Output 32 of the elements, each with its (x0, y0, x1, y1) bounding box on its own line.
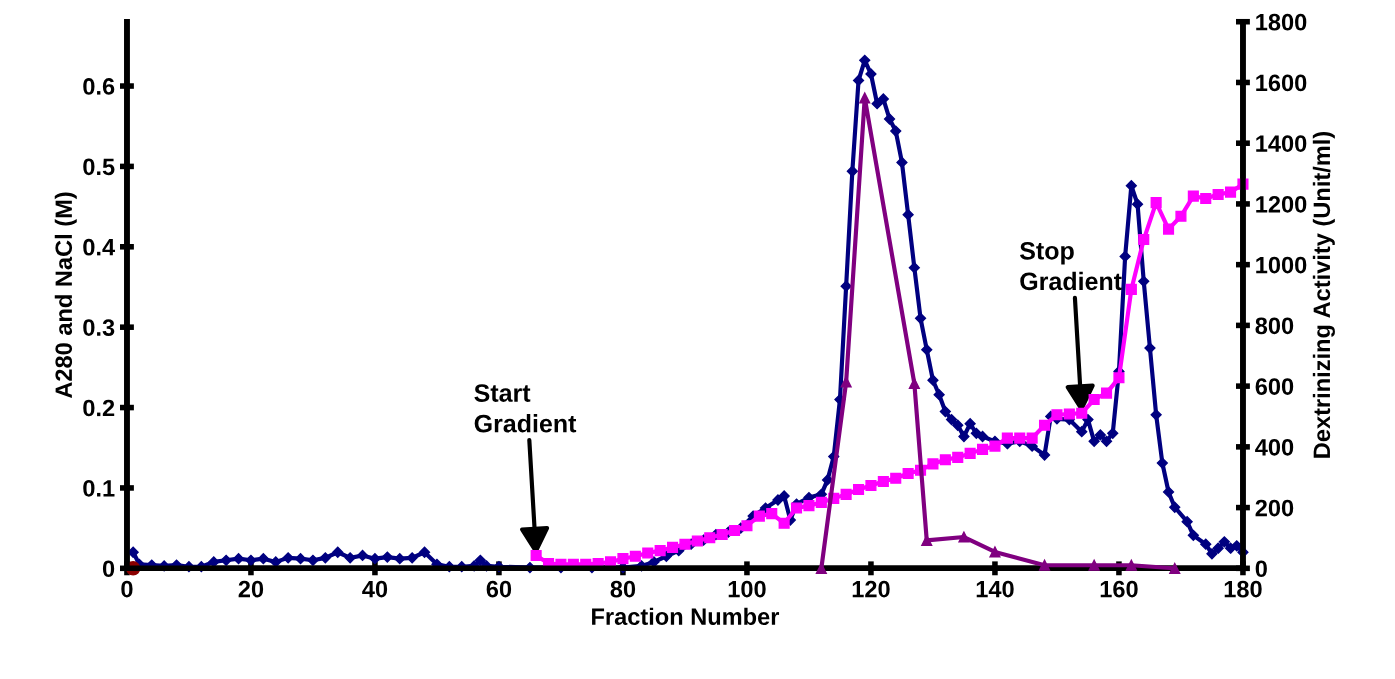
x-tick-label: 120 (852, 580, 890, 598)
x-tick-label: 60 (486, 580, 512, 598)
y-tick-label: 0.5 (83, 158, 115, 176)
y-tick-label: 0.2 (83, 399, 115, 417)
x-tick-label: 80 (610, 580, 636, 598)
annotation: Stop Gradient (1019, 241, 1122, 291)
x-tick-label: 160 (1100, 580, 1138, 598)
y2-tick-label: 600 (1255, 378, 1294, 395)
x-tick-label: 40 (362, 580, 388, 598)
y2-tick-label: 200 (1255, 499, 1294, 517)
y-tick-label: 0.3 (83, 319, 115, 336)
y2-tick-label: 0 (1255, 560, 1267, 578)
y2-tick-label: 1000 (1256, 256, 1307, 274)
y-tick-label: 0 (102, 560, 115, 578)
y2-tick-label: 1400 (1256, 135, 1307, 152)
y-tick-label: 0.6 (83, 78, 115, 95)
x-tick-label: 100 (728, 580, 766, 598)
x-tick-label: 20 (238, 580, 264, 598)
x-tick-label: 140 (976, 580, 1014, 598)
y2-axis-title: Dextrinizing Activity (Unit/ml) (1312, 132, 1335, 458)
annotation: Start Gradient (474, 384, 577, 433)
y2-tick-label: 400 (1255, 438, 1294, 456)
y-axis-title: A280 and NaCl (M) (54, 192, 77, 399)
y2-tick-label: 1600 (1256, 74, 1307, 92)
x-axis-title: Fraction Number (592, 607, 780, 626)
y2-tick-label: 1800 (1256, 13, 1307, 31)
y2-tick-label: 1200 (1256, 195, 1307, 213)
x-tick-label: 180 (1224, 580, 1262, 598)
y2-tick-label: 800 (1255, 317, 1294, 335)
y-tick-label: 0.1 (83, 480, 115, 497)
y-tick-label: 0.4 (83, 238, 116, 256)
x-tick-label: 0 (121, 580, 133, 598)
